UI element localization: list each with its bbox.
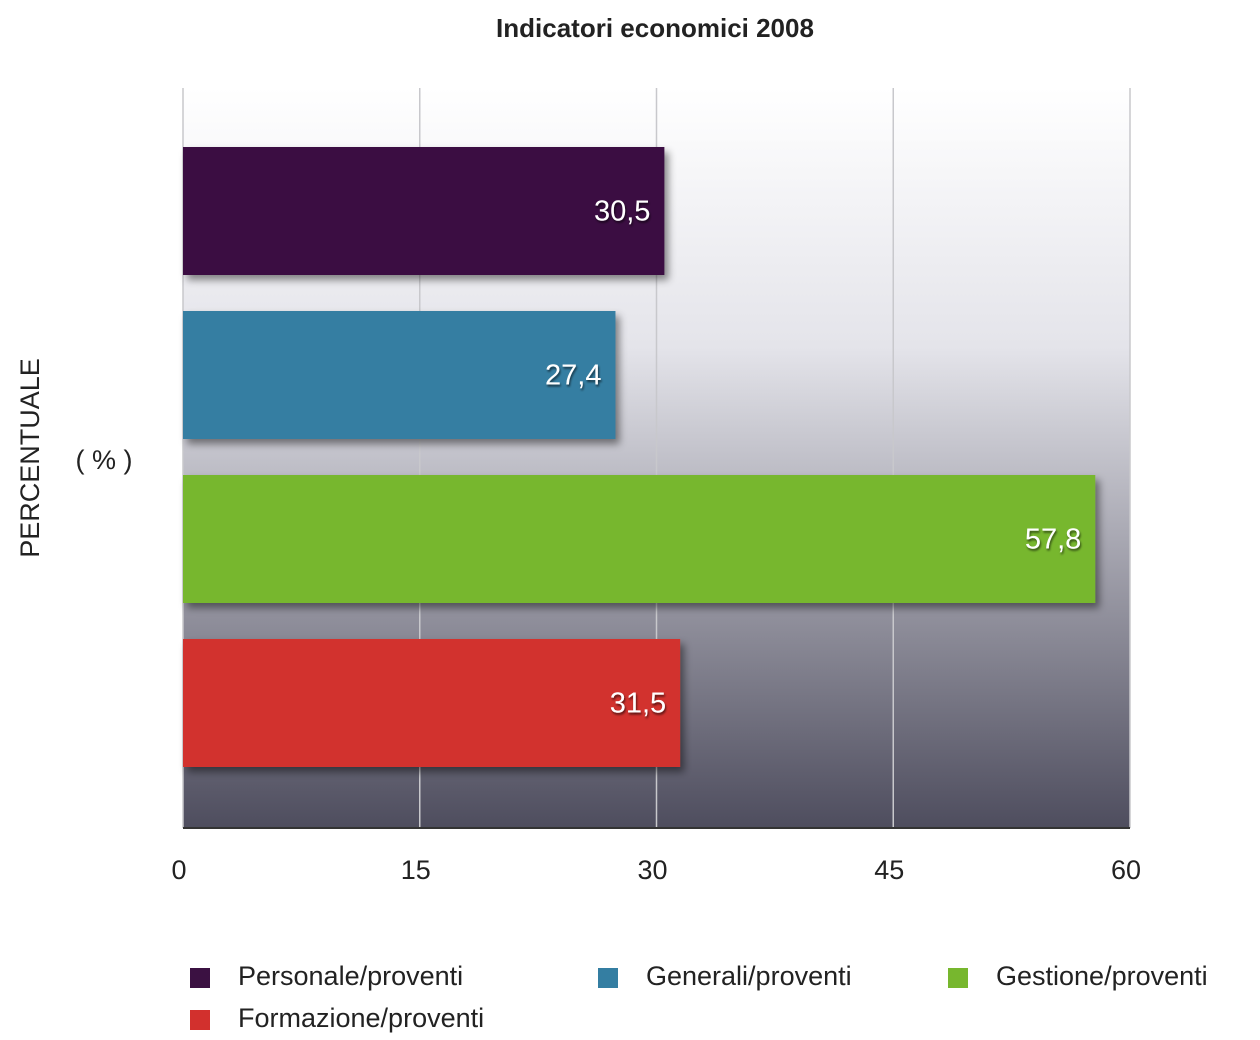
legend-label: Formazione/proventi (238, 1003, 484, 1033)
bar (183, 147, 665, 275)
legend-swatch (190, 1010, 210, 1030)
bar (183, 639, 681, 767)
bar (183, 475, 1096, 603)
y-axis-label: PERCENTUALE (15, 358, 45, 558)
x-tick-label: 15 (401, 855, 431, 885)
y-axis-unit: ( % ) (76, 445, 133, 475)
legend-swatch (948, 968, 968, 988)
legend-label: Gestione/proventi (996, 961, 1208, 991)
chart-title: Indicatori economici 2008 (496, 13, 814, 43)
legend-swatch (598, 968, 618, 988)
value-label: 30,5 (594, 196, 650, 228)
legend-swatch (190, 968, 210, 988)
value-label: 57,8 (1025, 524, 1081, 556)
x-tick-label: 45 (874, 855, 904, 885)
x-tick-label: 0 (171, 855, 186, 885)
bar (183, 311, 616, 439)
value-label: 27,4 (545, 360, 601, 392)
x-tick-label: 60 (1111, 855, 1141, 885)
x-tick-label: 30 (637, 855, 667, 885)
legend-label: Personale/proventi (238, 961, 463, 991)
value-label: 31,5 (610, 688, 666, 720)
legend-label: Generali/proventi (646, 961, 852, 991)
